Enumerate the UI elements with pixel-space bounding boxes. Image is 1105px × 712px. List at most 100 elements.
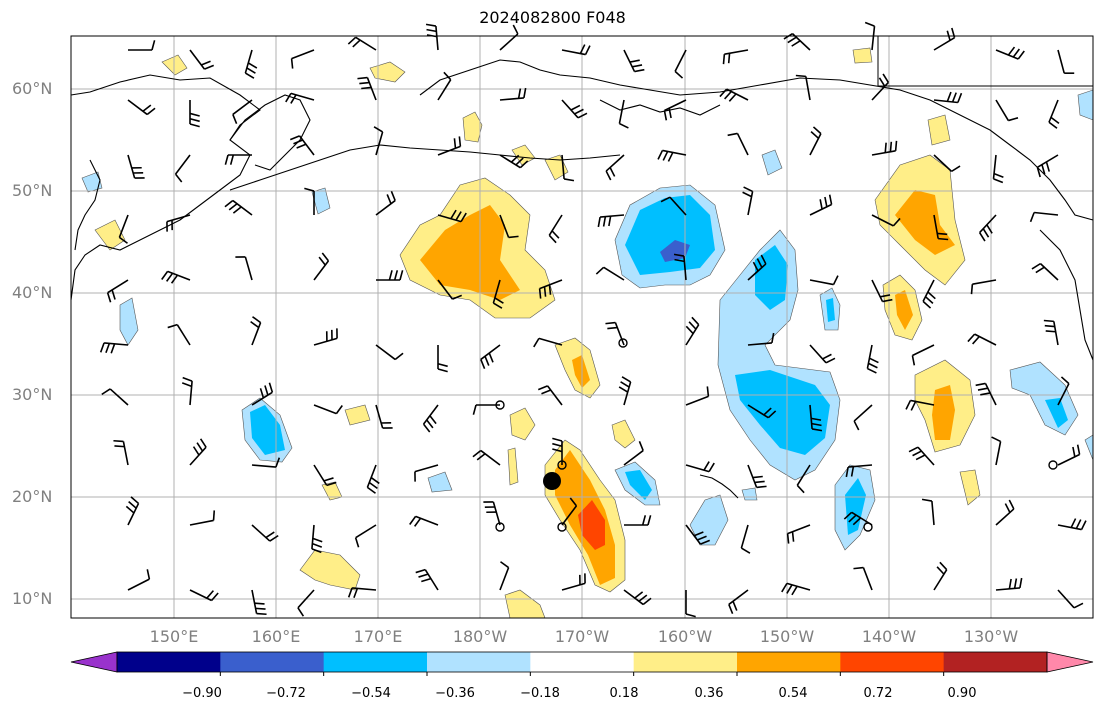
contour-negative-8-inner <box>826 298 835 322</box>
contour-positive-6-inner <box>572 355 590 388</box>
contour-positive-4-inner <box>932 385 955 440</box>
colorbar-label-3: −0.54 <box>351 686 391 701</box>
calm-wind-circles <box>495 338 1058 532</box>
wind-barb-50 <box>224 199 253 216</box>
lon-label-170w: 170°W <box>555 627 610 646</box>
wind-barb-34 <box>224 154 252 165</box>
wind-barb-67 <box>313 252 330 281</box>
wind-barb-24 <box>618 99 629 129</box>
wind-barb-71 <box>538 279 563 299</box>
contour-negative-2-inner <box>735 370 830 455</box>
colorbar-segment-2 <box>220 652 325 672</box>
longitude-labels: 150°E 160°E 170°E 180°W 170°W 160°W 150°… <box>150 627 1019 646</box>
wind-barb-135 <box>561 497 578 526</box>
wind-barb-31 <box>1048 99 1060 129</box>
wind-barb-22 <box>499 87 527 101</box>
calm-circle-5 <box>863 522 873 532</box>
wind-barb-9 <box>674 49 687 79</box>
colorbar-segment-4 <box>427 652 531 672</box>
wind-barb-159 <box>1057 589 1084 609</box>
wind-barb-25 <box>663 99 687 121</box>
lat-label-50: 50°N <box>12 181 52 200</box>
wind-barb-124 <box>845 464 873 478</box>
wind-barb-14 <box>995 46 1025 60</box>
wind-barb-111 <box>1057 376 1070 406</box>
wind-barb-53 <box>437 209 467 223</box>
contour-positive-3-core <box>578 500 605 550</box>
wind-barb-138 <box>740 524 751 554</box>
wind-barb-137 <box>685 524 711 545</box>
colorbar-segment-9 <box>943 652 1048 672</box>
coastline-na-west <box>1039 229 1094 361</box>
wind-barb-58 <box>742 186 754 216</box>
wind-barb-142 <box>995 499 1015 526</box>
colorbar <box>70 651 1094 676</box>
wind-barb-48 <box>118 214 129 244</box>
contour-negative-10 <box>311 187 331 215</box>
contour-negative-1-inner <box>625 195 715 275</box>
wind-barb-105 <box>685 386 710 406</box>
wind-barb-32 <box>127 154 145 179</box>
wind-barb-79 <box>1031 262 1059 281</box>
wind-barb-125 <box>908 446 935 466</box>
gridlines <box>71 36 1093 618</box>
wind-barb-81 <box>167 323 191 346</box>
wind-barb-146 <box>251 589 267 616</box>
wind-barb-127 <box>1057 444 1081 466</box>
contour-negative-13 <box>81 171 103 193</box>
wind-barb-131 <box>311 524 323 554</box>
colorbar-segment-7 <box>737 652 841 672</box>
wind-barb-17 <box>189 100 200 128</box>
wind-barb-1 <box>189 49 215 70</box>
colorbar-segment-8 <box>840 652 945 672</box>
wind-barb-128 <box>125 496 140 526</box>
colorbar-label-7: 0.36 <box>695 686 724 701</box>
contour-negative-11 <box>761 149 783 176</box>
lat-label-30: 30°N <box>12 385 52 404</box>
wind-barb-0 <box>128 40 156 51</box>
wind-barb-148 <box>347 587 377 599</box>
wind-barb-122 <box>747 464 767 489</box>
wind-barb-65 <box>161 270 191 284</box>
contour-negative-9 <box>119 297 139 346</box>
colorbar-label-10: 0.90 <box>948 686 977 701</box>
wind-barb-120 <box>623 440 644 466</box>
wind-barb-10 <box>722 49 749 65</box>
wind-barb-59 <box>809 194 833 216</box>
wind-barb-141 <box>921 498 935 526</box>
contour-negative-5-inner <box>625 470 652 500</box>
wind-barb-36 <box>373 126 384 156</box>
contour-negative-16 <box>741 487 758 501</box>
wind-barb-150 <box>499 561 510 591</box>
wind-barb-66 <box>235 256 253 281</box>
contour-positive-5-inner <box>895 290 913 330</box>
wind-barb-69 <box>437 279 463 300</box>
wind-barb-78 <box>970 279 997 295</box>
wind-barb-33 <box>174 154 191 183</box>
wind-barb-55 <box>548 214 563 244</box>
wind-barb-153 <box>685 590 696 618</box>
wind-barb-94 <box>967 333 997 346</box>
wind-barb-35 <box>289 135 315 156</box>
storm-center-dot <box>543 472 561 490</box>
calm-circle-0 <box>618 338 628 348</box>
contour-positive-17 <box>611 419 636 449</box>
calm-circle-3 <box>495 522 505 532</box>
contour-negative-12 <box>427 471 453 493</box>
wind-barb-139 <box>786 524 811 544</box>
wind-barb-18 <box>232 99 253 125</box>
wind-barb-2 <box>244 49 258 79</box>
contour-negative-7-inner <box>1045 398 1068 428</box>
wind-barb-62 <box>978 214 997 242</box>
colorbar-label-1: −0.90 <box>182 686 222 701</box>
wind-barb-56 <box>597 214 625 228</box>
coastline-alaska <box>419 59 1094 221</box>
wind-barb-46 <box>992 154 1004 184</box>
wind-barb-151 <box>561 573 586 591</box>
colorbar-segment-6 <box>633 652 738 672</box>
wind-barb-19 <box>285 92 315 104</box>
wind-barb-149 <box>415 568 439 591</box>
contour-positive-11 <box>369 61 406 83</box>
wind-barb-41 <box>657 149 687 162</box>
